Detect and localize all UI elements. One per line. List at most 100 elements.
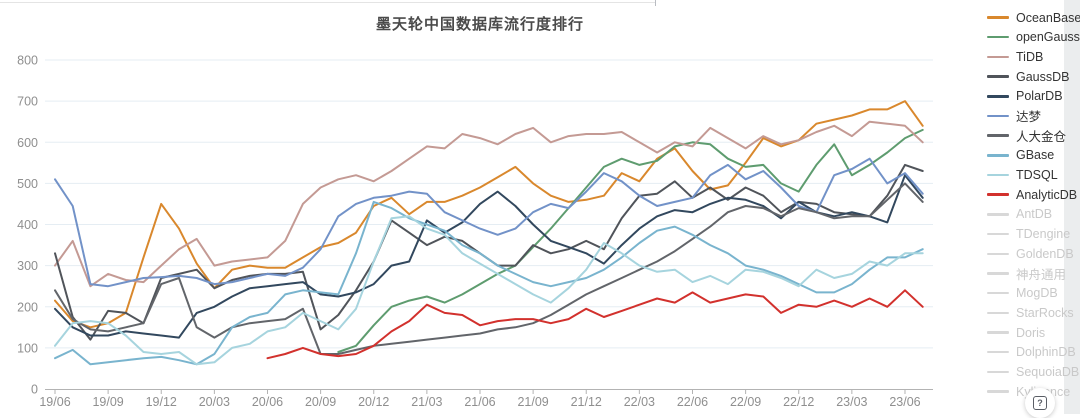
legend-item-SequoiaDB[interactable]: SequoiaDB: [987, 364, 1080, 379]
legend-line-swatch: [987, 35, 1009, 39]
legend-label: AntDB: [1016, 207, 1053, 222]
series-line-GaussDB: [54, 163, 924, 341]
legend-line-swatch: [987, 134, 1009, 137]
legend-line-swatch: [987, 213, 1009, 216]
x-axis-label: 22/12: [783, 395, 814, 409]
x-axis-label: 21/12: [571, 395, 602, 409]
x-axis-label: 23/06: [889, 395, 920, 409]
legend-item-AnalyticDB[interactable]: AnalyticDB: [987, 187, 1080, 202]
x-axis-label: 21/09: [517, 395, 548, 409]
series-line-AnalyticDB: [266, 289, 924, 360]
y-axis-label: 700: [17, 95, 38, 109]
x-axis-label: 20/06: [252, 395, 283, 409]
y-axis-label: 200: [17, 300, 38, 314]
chart-legend: OceanBase openGauss TiDB GaussDB PolarDB 达梦人大…: [987, 10, 1080, 399]
y-axis-label: 600: [17, 136, 38, 150]
y-axis-label: 100: [17, 341, 38, 355]
top-divider-line: [0, 2, 656, 3]
top-divider-tick: [655, 0, 656, 6]
legend-item-达梦[interactable]: 达梦: [987, 109, 1080, 125]
legend-item-TiDB[interactable]: TiDB: [987, 49, 1080, 64]
legend-item-TDSQL[interactable]: TDSQL: [987, 168, 1080, 182]
series-line-人大金仓: [54, 182, 924, 355]
legend-item-OceanBase[interactable]: OceanBase: [987, 10, 1080, 25]
legend-item-AntDB[interactable]: AntDB: [987, 207, 1080, 222]
legend-line-swatch: [987, 350, 1009, 354]
x-axis-label: 23/03: [836, 395, 867, 409]
legend-label: TDSQL: [1016, 168, 1058, 182]
x-axis-label: 20/12: [358, 395, 389, 409]
x-axis-label: 22/03: [624, 395, 655, 409]
legend-label: PolarDB: [1016, 89, 1063, 104]
legend-line-swatch: [987, 75, 1009, 78]
y-axis-label: 800: [17, 54, 38, 68]
legend-label: 神舟通用: [1016, 267, 1067, 282]
legend-line-swatch: [987, 193, 1009, 196]
legend-item-DolphinDB[interactable]: DolphinDB: [987, 345, 1080, 360]
x-axis-label: 20/03: [199, 395, 230, 409]
series-line-GBase: [54, 200, 924, 366]
legend-line-swatch: [987, 154, 1009, 157]
legend-label: MogDB: [1016, 286, 1058, 301]
legend-label: DolphinDB: [1016, 345, 1076, 360]
y-axis-label: 400: [17, 218, 38, 232]
legend-line-swatch: [987, 390, 1009, 393]
legend-item-PolarDB[interactable]: PolarDB: [987, 89, 1080, 104]
legend-item-MogDB[interactable]: MogDB: [987, 286, 1080, 301]
legend-item-神舟通用[interactable]: 神舟通用: [987, 267, 1080, 282]
legend-line-swatch: [987, 114, 1009, 118]
series-line-达梦: [54, 157, 924, 288]
legend-label: OceanBase: [1016, 10, 1080, 25]
legend-label: StarRocks: [1016, 305, 1074, 320]
legend-item-openGauss[interactable]: openGauss: [987, 30, 1080, 45]
legend-item-人大金仓[interactable]: 人大金仓: [987, 129, 1080, 145]
x-axis-label: 22/06: [677, 395, 708, 409]
y-axis-label: 0: [31, 383, 38, 397]
legend-label: GaussDB: [1016, 69, 1070, 84]
page-background-strip: [1064, 0, 1080, 414]
x-axis-label: 19/12: [146, 395, 177, 409]
x-axis-label: 21/03: [411, 395, 442, 409]
series-line-openGauss: [337, 128, 924, 353]
question-mark-icon: ?: [1033, 396, 1047, 410]
legend-item-StarRocks[interactable]: StarRocks: [987, 305, 1080, 320]
legend-line-swatch: [987, 331, 1009, 334]
legend-label: 人大金仓: [1016, 130, 1067, 145]
legend-line-swatch: [987, 16, 1009, 19]
series-line-PolarDB: [54, 174, 924, 339]
chart-title: 墨天轮中国数据库流行度排行: [375, 16, 584, 33]
legend-line-swatch: [987, 252, 1009, 255]
series-line-TiDB: [54, 120, 924, 288]
legend-line-swatch: [987, 311, 1009, 315]
legend-line-swatch: [987, 173, 1009, 177]
legend-item-GoldenDB[interactable]: GoldenDB: [987, 246, 1080, 261]
legend-item-GaussDB[interactable]: GaussDB: [987, 69, 1080, 84]
x-axis-label: 19/06: [39, 395, 70, 409]
legend-label: TDengine: [1016, 227, 1071, 242]
legend-item-GBase[interactable]: GBase: [987, 148, 1080, 163]
legend-label: GoldenDB: [1016, 246, 1074, 261]
legend-line-swatch: [987, 370, 1009, 374]
x-axis-label: 22/09: [730, 395, 761, 409]
legend-label: AnalyticDB: [1016, 187, 1078, 202]
y-axis-label: 500: [17, 177, 38, 191]
legend-line-swatch: [987, 55, 1009, 59]
series-line-OceanBase: [54, 100, 924, 329]
legend-label: TiDB: [1016, 49, 1044, 64]
help-button[interactable]: ?: [1025, 388, 1055, 418]
legend-label: Doris: [1016, 325, 1046, 340]
legend-item-Doris[interactable]: Doris: [987, 325, 1080, 340]
x-axis-label: 20/09: [305, 395, 336, 409]
popularity-line-chart[interactable]: 0 100 200 300 400 500 600 700 800 19/06 19/09 19/12…: [0, 0, 960, 414]
legend-item-TDengine[interactable]: TDengine: [987, 227, 1080, 242]
legend-line-swatch: [987, 272, 1009, 275]
legend-label: openGauss: [1016, 30, 1080, 45]
y-axis-label: 300: [17, 259, 38, 273]
legend-label: 达梦: [1016, 110, 1042, 125]
legend-label: SequoiaDB: [1016, 364, 1080, 379]
x-axis-label: 19/09: [92, 395, 123, 409]
series-line-TDSQL: [54, 215, 924, 366]
legend-label: GBase: [1016, 148, 1055, 163]
x-axis-label: 21/06: [464, 395, 495, 409]
legend-line-swatch: [987, 95, 1009, 98]
